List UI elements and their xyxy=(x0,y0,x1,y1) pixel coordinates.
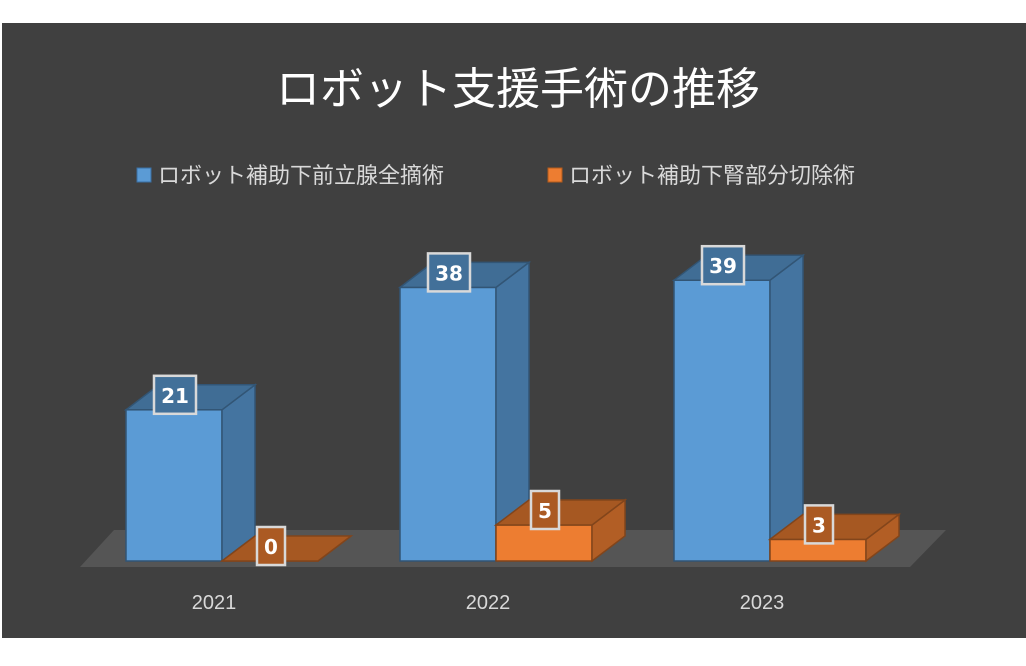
bar-front xyxy=(399,286,497,562)
x-tick-2023: 2023 xyxy=(740,592,785,614)
legend: ロボット補助下前立腺全摘術 ロボット補助下腎部分切除術 xyxy=(136,164,855,189)
data-label-2021-0: 21 xyxy=(152,374,198,416)
data-label-box xyxy=(803,504,835,545)
data-label-box xyxy=(700,244,746,286)
bar-side xyxy=(221,383,256,563)
bar-front xyxy=(495,524,593,562)
data-label-box xyxy=(529,489,561,531)
data-label-text: 21 xyxy=(161,384,189,408)
bar-front xyxy=(125,409,223,562)
data-label-text: 5 xyxy=(538,499,552,523)
legend-swatch-0 xyxy=(136,167,152,183)
data-label-2023-0: 39 xyxy=(700,244,746,286)
data-label-2023-1: 3 xyxy=(803,504,835,545)
bar-2022-0 xyxy=(397,260,532,563)
data-label-text: 3 xyxy=(812,513,826,537)
bars-group xyxy=(123,253,902,563)
data-label-box xyxy=(255,525,287,567)
data-labels-group: 21 0 38 5 39 3 xyxy=(152,244,835,567)
data-label-box xyxy=(152,374,198,416)
data-label-text: 39 xyxy=(709,254,737,278)
data-label-2022-1: 5 xyxy=(529,489,561,531)
x-tick-2021: 2021 xyxy=(192,592,237,614)
chart-title: ロボット支援手術の推移 xyxy=(276,64,760,115)
data-label-2021-1: 0 xyxy=(255,525,287,567)
x-tick-2022: 2022 xyxy=(466,592,511,614)
data-label-text: 0 xyxy=(264,535,278,559)
legend-swatch-1 xyxy=(547,167,563,183)
data-label-text: 38 xyxy=(435,261,463,285)
bar-front xyxy=(673,279,771,562)
legend-label-0: ロボット補助下前立腺全摘術 xyxy=(158,164,444,189)
data-label-box xyxy=(426,252,472,293)
legend-label-1: ロボット補助下腎部分切除術 xyxy=(569,164,855,189)
bar-side xyxy=(769,253,804,563)
bar-2023-1 xyxy=(767,512,902,563)
data-label-2022-0: 38 xyxy=(426,252,472,293)
bar-2022-1 xyxy=(493,498,628,563)
bar-2023-0 xyxy=(671,253,806,563)
x-axis-ticks: 2021 2022 2023 xyxy=(192,592,785,614)
